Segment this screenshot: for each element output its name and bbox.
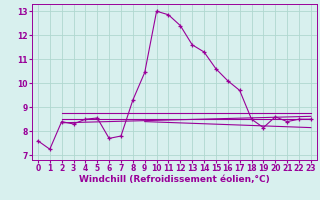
X-axis label: Windchill (Refroidissement éolien,°C): Windchill (Refroidissement éolien,°C): [79, 175, 270, 184]
